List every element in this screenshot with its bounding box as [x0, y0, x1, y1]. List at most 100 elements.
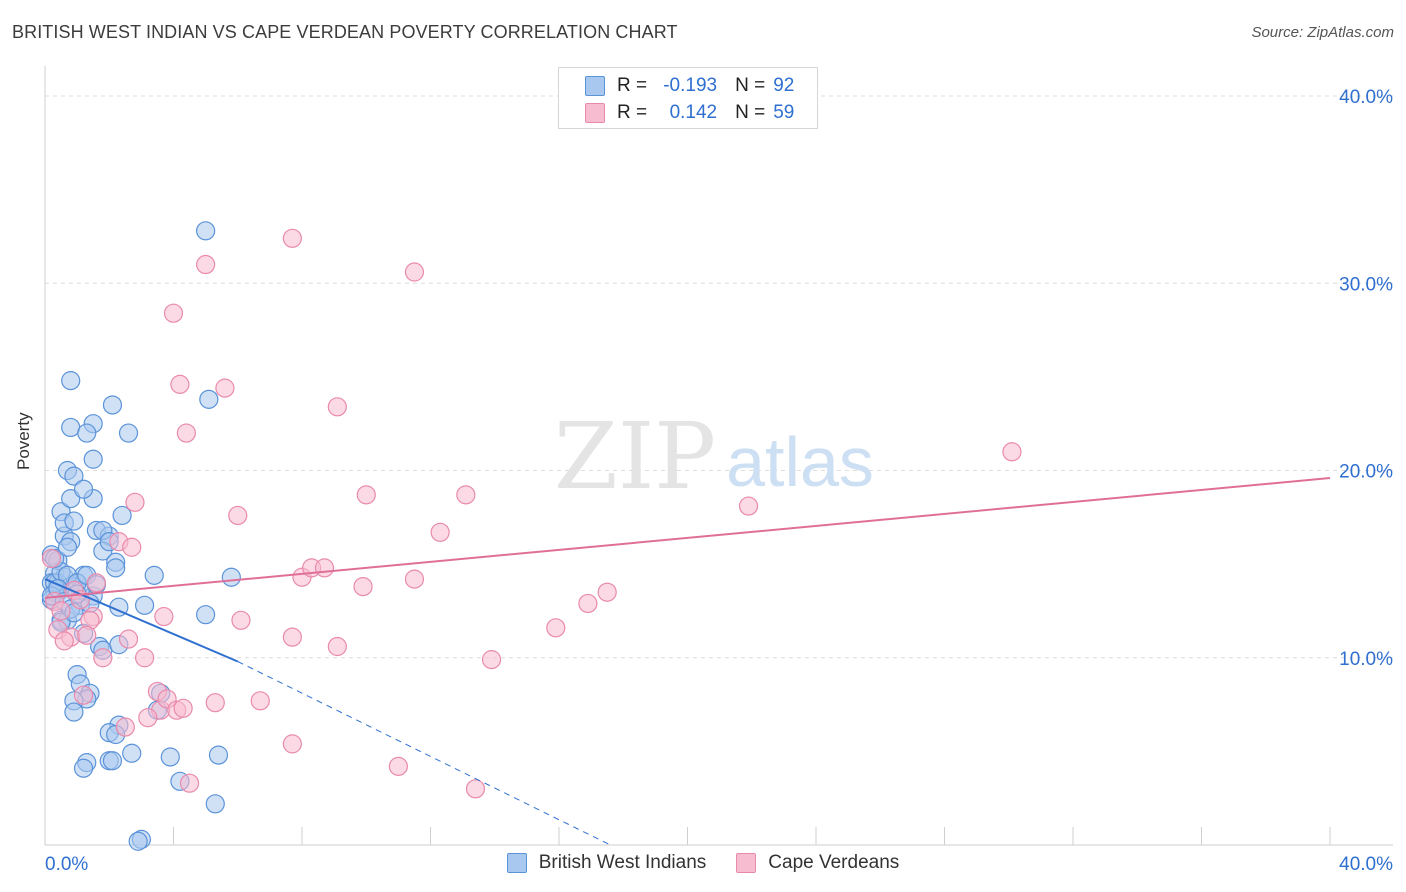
- data-point[interactable]: [64, 702, 84, 722]
- data-point[interactable]: [73, 685, 94, 705]
- data-point[interactable]: [138, 708, 158, 728]
- data-point[interactable]: [196, 605, 216, 625]
- data-point[interactable]: [356, 485, 376, 505]
- data-point[interactable]: [215, 378, 235, 398]
- data-point[interactable]: [83, 449, 103, 469]
- data-point[interactable]: [61, 417, 81, 438]
- data-point[interactable]: [1002, 442, 1022, 462]
- data-point[interactable]: [73, 479, 94, 499]
- data-point[interactable]: [73, 758, 94, 778]
- data-point[interactable]: [173, 698, 193, 718]
- data-point[interactable]: [738, 496, 759, 516]
- data-point[interactable]: [61, 488, 81, 509]
- data-point[interactable]: [102, 395, 123, 415]
- data-point[interactable]: [61, 371, 81, 391]
- data-point[interactable]: [134, 595, 155, 615]
- data-point[interactable]: [228, 505, 248, 526]
- data-point[interactable]: [546, 618, 566, 638]
- data-point[interactable]: [282, 627, 302, 647]
- trend-line-pink: [44, 476, 1331, 599]
- data-point[interactable]: [327, 636, 347, 657]
- legend-item-british-west-indians[interactable]: British West Indians: [506, 852, 707, 874]
- chart-title: BRITISH WEST INDIAN VS CAPE VERDEAN POVE…: [12, 22, 678, 42]
- gridlines: [45, 95, 1393, 659]
- legend-label: British West Indians: [538, 852, 707, 873]
- data-point[interactable]: [208, 745, 229, 765]
- legend-label: Cape Verdeans: [768, 852, 900, 873]
- data-point[interactable]: [160, 747, 180, 767]
- data-point[interactable]: [51, 601, 71, 621]
- data-point[interactable]: [353, 576, 373, 597]
- data-point[interactable]: [125, 492, 145, 512]
- legend-n-label: N =: [735, 102, 766, 123]
- stats-legend: R = -0.193 N = 92 R = 0.142 N = 59: [558, 67, 818, 129]
- data-point[interactable]: [179, 773, 200, 793]
- legend-r-label: R =: [617, 75, 648, 96]
- data-point[interactable]: [221, 567, 241, 587]
- data-point[interactable]: [112, 505, 132, 526]
- legend-n-value: 59: [773, 102, 795, 123]
- data-point[interactable]: [122, 537, 142, 557]
- legend-item-cape-verdeans[interactable]: Cape Verdeans: [736, 852, 899, 874]
- data-point[interactable]: [465, 779, 486, 799]
- data-point[interactable]: [118, 629, 139, 649]
- data-point[interactable]: [314, 558, 335, 578]
- data-point[interactable]: [163, 303, 184, 323]
- axes: [44, 66, 1393, 846]
- legend-r-value: -0.193: [663, 75, 718, 96]
- data-point[interactable]: [154, 606, 174, 627]
- data-point[interactable]: [196, 221, 216, 241]
- data-point[interactable]: [134, 648, 155, 668]
- x-tick-label: 0.0%: [45, 854, 88, 875]
- data-point[interactable]: [77, 423, 97, 443]
- data-point[interactable]: [77, 625, 97, 645]
- watermark-zip: ZIP: [554, 403, 716, 510]
- legend-row-blue: R = -0.193 N = 92: [585, 75, 794, 97]
- data-point[interactable]: [250, 691, 270, 711]
- data-point[interactable]: [282, 228, 302, 248]
- data-point[interactable]: [57, 537, 78, 557]
- data-point[interactable]: [144, 565, 164, 585]
- data-point[interactable]: [456, 485, 476, 505]
- data-point[interactable]: [327, 397, 347, 417]
- data-point[interactable]: [231, 610, 251, 630]
- data-point[interactable]: [64, 466, 84, 486]
- data-point[interactable]: [115, 717, 135, 737]
- data-point[interactable]: [176, 423, 196, 443]
- trend-line-blue: [44, 578, 239, 663]
- legend-r-value: 0.142: [669, 102, 718, 123]
- source-label: Source: ZipAtlas.com: [1251, 24, 1394, 41]
- legend-swatch-blue: [506, 853, 527, 873]
- data-point[interactable]: [481, 650, 502, 670]
- data-point[interactable]: [118, 423, 139, 443]
- data-point[interactable]: [404, 569, 425, 589]
- watermark: ZIP atlas: [554, 403, 874, 510]
- data-point[interactable]: [170, 374, 190, 394]
- trend-lines: [44, 476, 1331, 846]
- data-point[interactable]: [388, 756, 408, 776]
- data-point[interactable]: [282, 734, 302, 754]
- y-tick-label: 20.0%: [1339, 462, 1393, 483]
- data-point[interactable]: [199, 389, 219, 409]
- data-point[interactable]: [41, 548, 62, 569]
- data-point[interactable]: [205, 794, 225, 814]
- y-tick-label: 30.0%: [1339, 274, 1393, 295]
- legend-swatch-blue: [585, 76, 605, 96]
- data-point[interactable]: [430, 522, 450, 542]
- data-point[interactable]: [102, 751, 123, 771]
- data-point[interactable]: [54, 631, 74, 651]
- data-point[interactable]: [128, 831, 148, 851]
- y-tick-label: 10.0%: [1339, 649, 1393, 670]
- legend-n-label: N =: [735, 75, 766, 96]
- data-point[interactable]: [196, 254, 216, 275]
- data-point[interactable]: [404, 262, 425, 282]
- data-point[interactable]: [106, 558, 126, 578]
- data-point[interactable]: [64, 511, 84, 531]
- data-point[interactable]: [86, 573, 107, 593]
- data-point[interactable]: [205, 693, 225, 713]
- data-point[interactable]: [122, 743, 142, 763]
- data-point[interactable]: [597, 582, 617, 602]
- data-point[interactable]: [93, 648, 113, 668]
- watermark-atlas: atlas: [726, 423, 874, 501]
- data-point[interactable]: [578, 593, 598, 614]
